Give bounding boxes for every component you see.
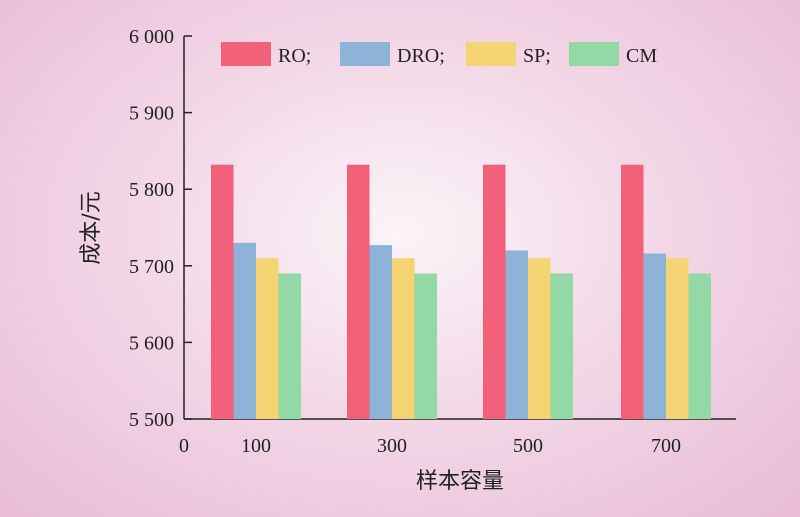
bar-300-series-2 bbox=[369, 245, 392, 419]
x-tick-label: 300 bbox=[377, 435, 407, 457]
bar-700-series-1 bbox=[621, 164, 644, 419]
axes: 5 500 5 600 5 700 5 800 5 900 6 000 0 100 300 500… bbox=[129, 26, 736, 457]
bar-700-series-3 bbox=[666, 258, 689, 419]
y-axis-title: 成本/元 bbox=[79, 191, 104, 264]
bar-100-series-4 bbox=[278, 273, 301, 419]
legend: RO; DRO; SP; CM bbox=[221, 42, 657, 67]
bar-100-series-1 bbox=[211, 164, 234, 419]
legend-label-2: DRO; bbox=[397, 45, 445, 67]
legend-swatch-1 bbox=[221, 42, 271, 66]
bar-500-series-3 bbox=[528, 258, 551, 419]
y-tick-label: 5 700 bbox=[129, 256, 174, 278]
legend-swatch-3 bbox=[466, 42, 516, 66]
y-tick-label: 5 800 bbox=[129, 179, 174, 201]
x-origin-label: 0 bbox=[179, 435, 189, 457]
y-tick-label: 5 600 bbox=[129, 332, 174, 354]
legend-swatch-4 bbox=[569, 42, 619, 66]
bar-100-series-3 bbox=[256, 258, 279, 419]
y-tick-label: 5 500 bbox=[129, 409, 174, 431]
y-tick-label: 5 900 bbox=[129, 103, 174, 125]
bars bbox=[211, 164, 711, 419]
bar-300-series-3 bbox=[392, 258, 415, 419]
x-tick-label: 100 bbox=[241, 435, 271, 457]
bar-100-series-2 bbox=[233, 242, 256, 419]
x-tick-label: 500 bbox=[513, 435, 543, 457]
legend-label-1: RO; bbox=[278, 45, 311, 67]
bar-300-series-1 bbox=[347, 164, 370, 419]
bar-300-series-4 bbox=[414, 273, 437, 419]
bar-700-series-2 bbox=[643, 253, 666, 419]
bar-500-series-2 bbox=[505, 250, 528, 419]
bar-500-series-4 bbox=[550, 273, 573, 419]
y-tick-label: 6 000 bbox=[129, 26, 174, 48]
legend-swatch-2 bbox=[340, 42, 390, 66]
x-axis-title: 样本容量 bbox=[416, 469, 504, 494]
x-tick-label: 700 bbox=[651, 435, 681, 457]
legend-label-3: SP; bbox=[523, 45, 551, 67]
legend-label-4: CM bbox=[626, 45, 657, 67]
bar-700-series-4 bbox=[688, 273, 711, 419]
bar-500-series-1 bbox=[483, 164, 506, 419]
